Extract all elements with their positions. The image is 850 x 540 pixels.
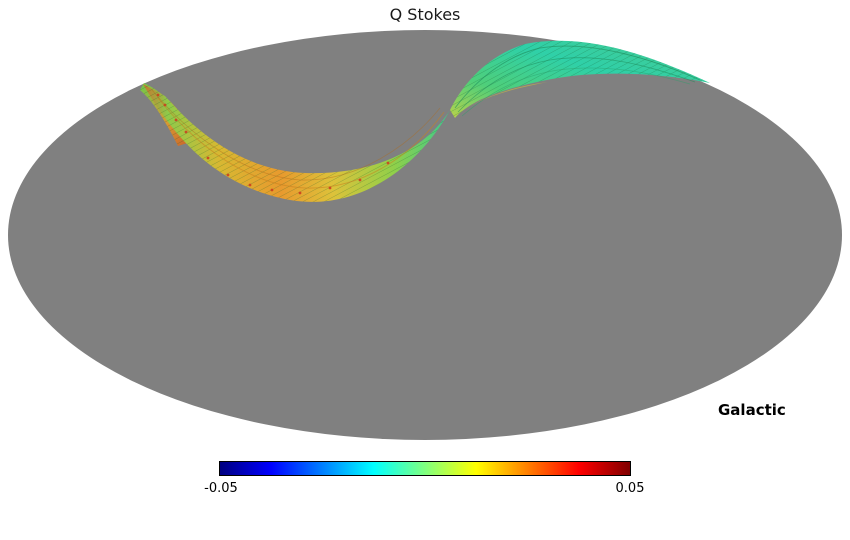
- colorbar-max-label: 0.05: [615, 481, 645, 496]
- page-title: Q Stokes: [389, 5, 461, 24]
- scan-ribbon-lower-arc: [143, 84, 450, 202]
- colorbar-min-label: -0.05: [204, 481, 238, 496]
- coordinate-system-label: Galactic: [718, 401, 786, 419]
- mollweide-ellipse: [8, 30, 842, 440]
- scan-ribbon-upper-arc: [450, 40, 710, 118]
- colorbar-gradient: [219, 461, 631, 476]
